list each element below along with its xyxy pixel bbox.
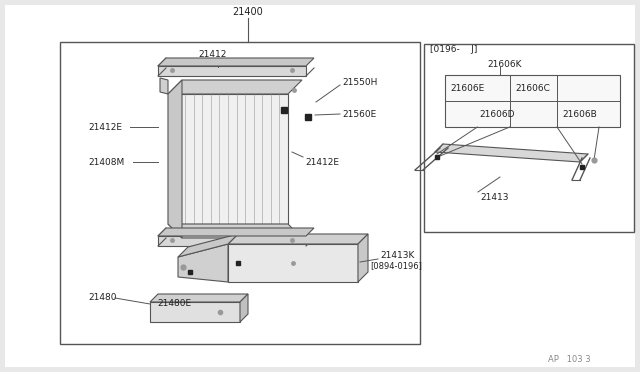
Bar (168, 94, 288, 224)
Text: 21606K: 21606K (487, 60, 522, 68)
Bar (60, 42, 420, 344)
Text: 21412E: 21412E (305, 157, 339, 167)
Polygon shape (168, 224, 302, 238)
Text: 21550H: 21550H (342, 77, 378, 87)
Polygon shape (160, 78, 168, 94)
Text: 21606C: 21606C (515, 83, 550, 93)
Text: 21412: 21412 (198, 49, 227, 58)
Polygon shape (168, 80, 302, 94)
Text: 21480: 21480 (88, 294, 116, 302)
Text: 21412E: 21412E (88, 122, 122, 131)
Polygon shape (178, 244, 228, 282)
Text: [0196-    J]: [0196- J] (430, 45, 477, 54)
Polygon shape (168, 80, 182, 238)
Text: 21606D: 21606D (479, 109, 515, 119)
Text: 21560E: 21560E (342, 109, 376, 119)
Text: AP   103 3: AP 103 3 (548, 356, 591, 365)
Text: 21606B: 21606B (563, 109, 597, 119)
Bar (158, 236, 306, 246)
Text: 21408M: 21408M (88, 157, 124, 167)
Polygon shape (158, 58, 314, 66)
Text: 21400: 21400 (232, 7, 264, 17)
Polygon shape (435, 144, 588, 162)
Text: 21480E: 21480E (157, 299, 191, 308)
Bar (228, 244, 358, 282)
Bar (424, 44, 634, 232)
Bar (150, 302, 240, 322)
Bar (445, 75, 620, 127)
Text: 21413: 21413 (480, 192, 509, 202)
Polygon shape (158, 228, 314, 236)
Text: 21413K: 21413K (380, 251, 414, 260)
Polygon shape (358, 234, 368, 282)
Polygon shape (240, 294, 248, 322)
Polygon shape (178, 234, 238, 257)
Polygon shape (150, 294, 248, 302)
Text: 21606E: 21606E (450, 83, 484, 93)
Text: [0894-0196]: [0894-0196] (370, 262, 422, 270)
Bar (158, 66, 306, 76)
Polygon shape (228, 234, 368, 244)
